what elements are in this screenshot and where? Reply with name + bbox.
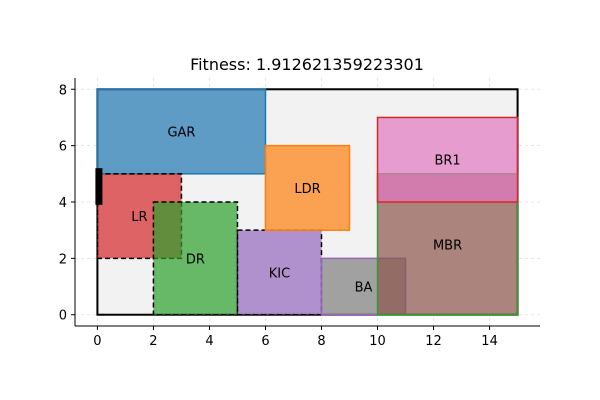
axes: 0 2 4 6 8 10 12 14 0 2 4 6 8 bbox=[59, 78, 540, 349]
room-label-ldr: LDR bbox=[294, 182, 320, 197]
room-kic bbox=[236, 229, 323, 316]
x-tick-label-5: 10 bbox=[369, 334, 386, 349]
x-tick-label-4: 8 bbox=[317, 334, 325, 349]
rooms-layer bbox=[95, 88, 519, 316]
entrance-door bbox=[95, 168, 103, 205]
room-label-mbr: MBR bbox=[433, 238, 462, 253]
x-tick-label-2: 4 bbox=[205, 334, 213, 349]
room-label-lr: LR bbox=[131, 210, 147, 225]
room-label-kic: KIC bbox=[269, 266, 290, 281]
y-tick-label-4: 8 bbox=[59, 83, 67, 98]
room-label-gar: GAR bbox=[167, 126, 195, 141]
x-tick-label-7: 14 bbox=[481, 334, 498, 349]
room-label-ba: BA bbox=[355, 281, 373, 296]
y-tick-label-0: 0 bbox=[59, 309, 67, 324]
y-tick-label-1: 2 bbox=[59, 252, 67, 267]
room-br1 bbox=[376, 116, 519, 203]
room-labels-layer: GAR LR DR KIC LDR BA MBR BR1 bbox=[131, 126, 462, 296]
x-tick-label-3: 6 bbox=[261, 334, 269, 349]
room-label-br1: BR1 bbox=[434, 154, 460, 169]
x-tick-label-6: 12 bbox=[425, 334, 442, 349]
room-ldr bbox=[264, 144, 351, 231]
chart-title: Fitness: 1.912621359223301 bbox=[190, 55, 424, 74]
x-tick-label-1: 2 bbox=[149, 334, 157, 349]
y-tick-label-3: 6 bbox=[59, 140, 67, 155]
room-dr bbox=[152, 201, 239, 316]
x-tick-label-0: 0 bbox=[93, 334, 101, 349]
room-label-dr: DR bbox=[186, 252, 205, 267]
y-tick-label-2: 4 bbox=[59, 196, 67, 211]
